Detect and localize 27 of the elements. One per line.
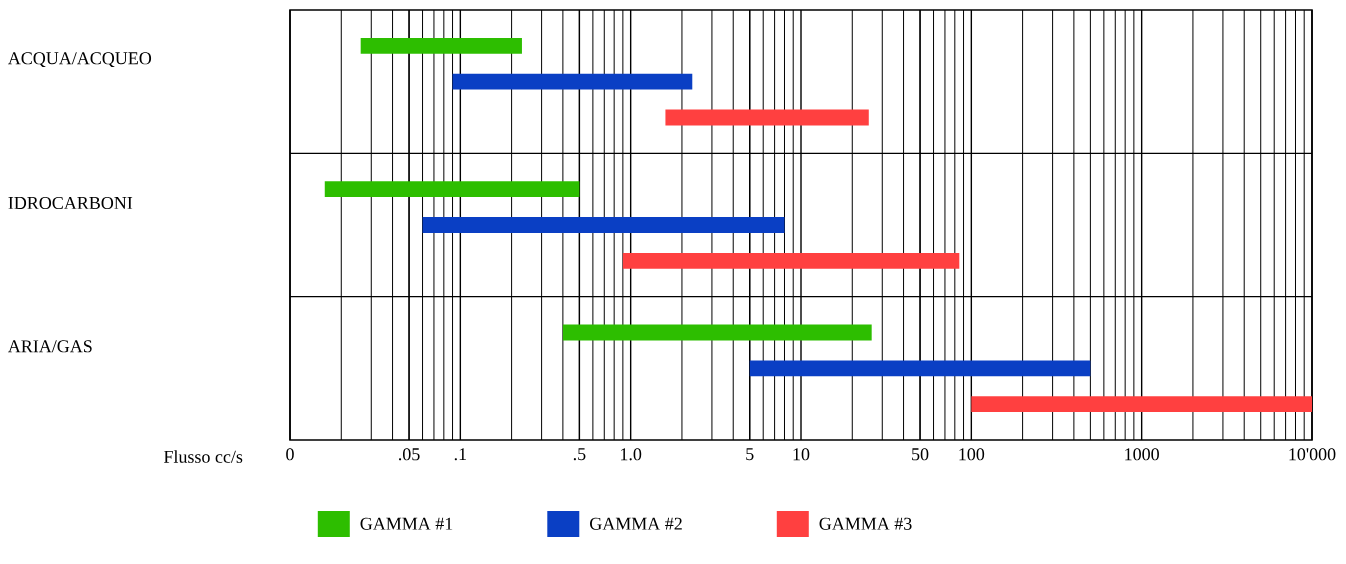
bar	[971, 396, 1312, 413]
x-tick-label: .05	[399, 448, 420, 461]
legend-label: GAMMA #1	[360, 517, 453, 530]
bar	[622, 252, 960, 269]
x-tick-label: 0	[286, 448, 294, 461]
legend-label: GAMMA #2	[590, 517, 682, 530]
bar	[324, 181, 580, 198]
x-tick-label: 1000	[1125, 448, 1159, 461]
x-tick-label: 10	[793, 448, 810, 461]
bar	[749, 360, 1091, 377]
y-tick-label: IDROCARBONI	[8, 196, 133, 210]
bar	[452, 73, 693, 90]
bar	[360, 37, 522, 54]
x-tick-label: 10'000	[1289, 448, 1336, 461]
bar	[422, 217, 785, 233]
x-tick-label: 100	[959, 448, 985, 461]
x-tick-label: .1	[454, 448, 467, 461]
x-axis-title: Flusso cc/s	[163, 450, 243, 463]
x-tick-label: 50	[912, 448, 929, 461]
bar	[665, 109, 869, 126]
x-tick-label: .5	[573, 448, 586, 461]
bar	[562, 324, 872, 341]
x-tick-label: 1.0	[621, 448, 642, 461]
legend-label: GAMMA #3	[819, 517, 912, 530]
y-tick-label: ACQUA/ACQUEO	[7, 52, 152, 68]
y-tick-label: ARIA/GAS	[7, 340, 92, 353]
x-tick-label: 5	[746, 448, 754, 461]
